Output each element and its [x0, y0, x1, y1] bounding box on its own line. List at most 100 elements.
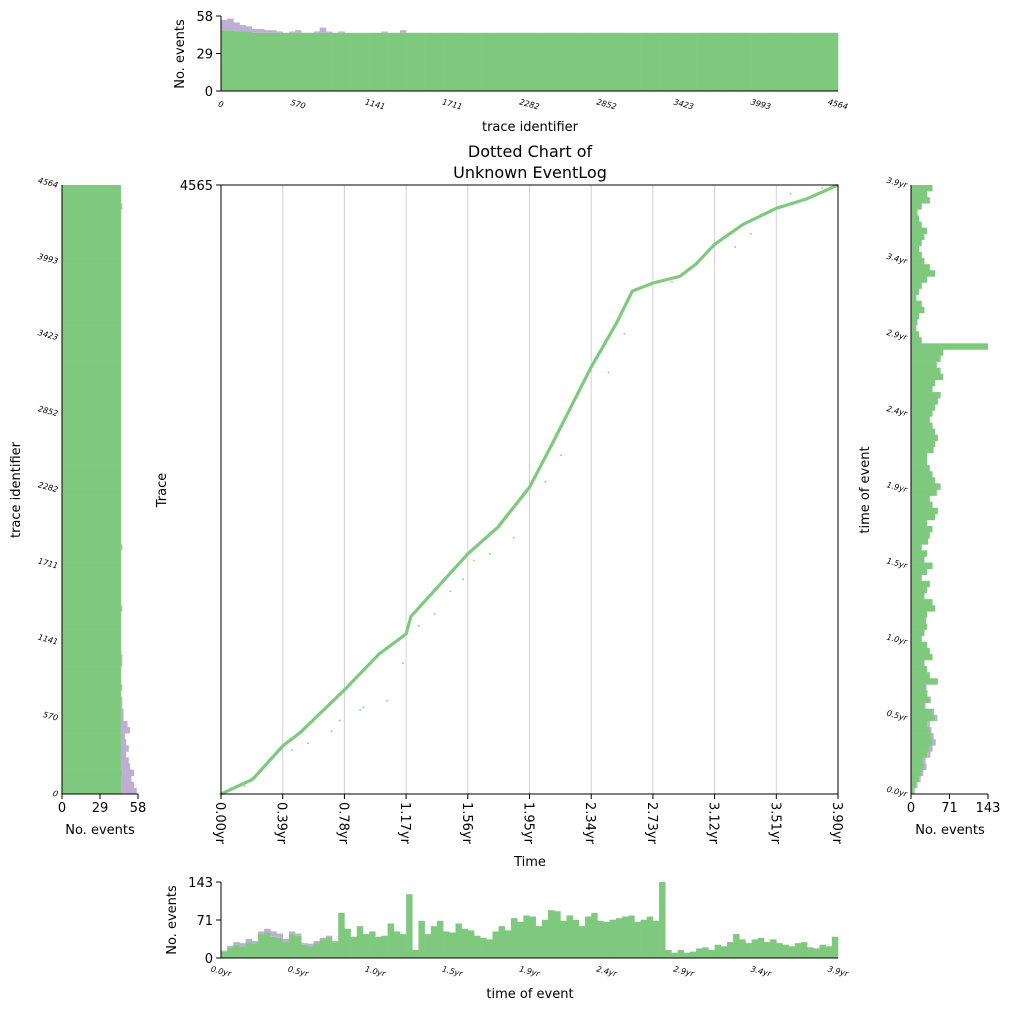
bottom-bar [708, 950, 715, 958]
bottom-bar [689, 951, 697, 958]
bottom-bar [548, 910, 555, 958]
right-bar [911, 379, 936, 387]
bottom-bar [473, 935, 481, 958]
left-bar [120, 739, 127, 746]
right-bar [911, 264, 930, 271]
bottom-bar [757, 937, 765, 958]
left-bar [62, 245, 121, 253]
top-bar [381, 31, 388, 33]
top-bar [227, 18, 234, 31]
right-bar [911, 440, 936, 448]
top-x-tick-label: 2282 [518, 98, 540, 112]
bottom-bar [307, 943, 314, 947]
bottom-bar [436, 920, 444, 958]
top-bar [560, 32, 567, 91]
left-bar [62, 568, 121, 576]
left-bar [62, 270, 121, 277]
left-y-tick-label: 3423 [37, 328, 59, 342]
bottom-bar [221, 951, 228, 958]
top-bar [399, 32, 407, 91]
left-bar [62, 422, 121, 429]
top-x-axis-label: trace identifier [482, 120, 579, 135]
bottom-x-tick-label: 2.9yr [672, 964, 695, 978]
right-bar [911, 404, 936, 411]
bottom-bar [609, 919, 617, 958]
right-bar [931, 733, 934, 740]
right-x-ticks: 0 71 143 [907, 794, 1000, 816]
right-bar [935, 714, 938, 722]
left-bar [62, 416, 121, 423]
right-y-tick-label: 1.5yr [886, 556, 909, 570]
top-bar [671, 32, 678, 91]
top-bar [702, 32, 709, 91]
bottom-bar [233, 942, 240, 945]
left-bar [62, 452, 121, 460]
right-y-tick-label: 0.0yr [886, 785, 909, 799]
left-bar [62, 300, 121, 308]
right-bar [911, 312, 920, 320]
top-bar [436, 32, 444, 91]
right-bar [911, 690, 928, 697]
right-bar [911, 635, 922, 643]
right-bar [911, 185, 933, 192]
right-bar [911, 325, 917, 332]
right-bar [911, 751, 928, 758]
bottom-x-tick-label: 1.9yr [518, 964, 541, 978]
top-bar [251, 28, 259, 33]
top-bar [578, 32, 586, 91]
right-bar [911, 611, 928, 618]
left-bar [62, 203, 121, 210]
top-bar [307, 32, 314, 91]
right-bar [926, 684, 927, 691]
top-bar [412, 32, 419, 91]
right-bar [911, 410, 933, 417]
main-outlier-point [607, 371, 610, 374]
top-bar [276, 32, 283, 91]
right-bar [911, 769, 922, 777]
bottom-bar [221, 950, 228, 952]
left-bar [62, 684, 121, 691]
right-bar [911, 276, 928, 283]
top-bar [794, 32, 802, 91]
top-bar [264, 32, 271, 91]
top-bar [548, 32, 555, 91]
top-bar [720, 32, 728, 91]
bottom-bar [350, 936, 358, 958]
bottom-bar [430, 926, 438, 958]
right-bar [911, 763, 925, 770]
bottom-bar [393, 931, 401, 958]
left-bar [120, 605, 123, 612]
bottom-x-tick-label: 1.5yr [441, 964, 464, 978]
top-bar [338, 32, 345, 91]
bottom-bar [523, 915, 530, 958]
top-bar [301, 32, 308, 91]
right-bar [911, 623, 928, 630]
top-x-tick-label: 0 [217, 99, 224, 109]
right-bar [911, 550, 928, 557]
left-bar [62, 392, 121, 399]
bottom-bar [295, 933, 302, 936]
bottom-bar [258, 931, 265, 935]
bottom-bar [288, 931, 296, 935]
main-outlier-point [362, 706, 365, 709]
right-bar [911, 501, 933, 509]
top-bar [344, 32, 351, 91]
left-bar [62, 471, 121, 478]
bottom-bar [628, 915, 635, 958]
right-bar [911, 459, 928, 466]
main-x-tick-label: 1.17yr [397, 802, 412, 845]
bottom-bar [301, 943, 308, 945]
left-bar [62, 185, 121, 192]
right-bar [911, 471, 933, 478]
right-bar [911, 641, 928, 649]
top-bar [603, 32, 611, 91]
top-bar [387, 32, 395, 91]
left-bar [62, 282, 121, 289]
left-y-axis-label: trace identifier [9, 441, 24, 538]
left-bar [62, 501, 121, 509]
main-outlier-point [670, 280, 673, 283]
left-bar [62, 708, 121, 716]
right-bar [911, 605, 936, 612]
top-x-tick-label: 3423 [673, 98, 695, 112]
main-outlier-point [789, 192, 792, 195]
